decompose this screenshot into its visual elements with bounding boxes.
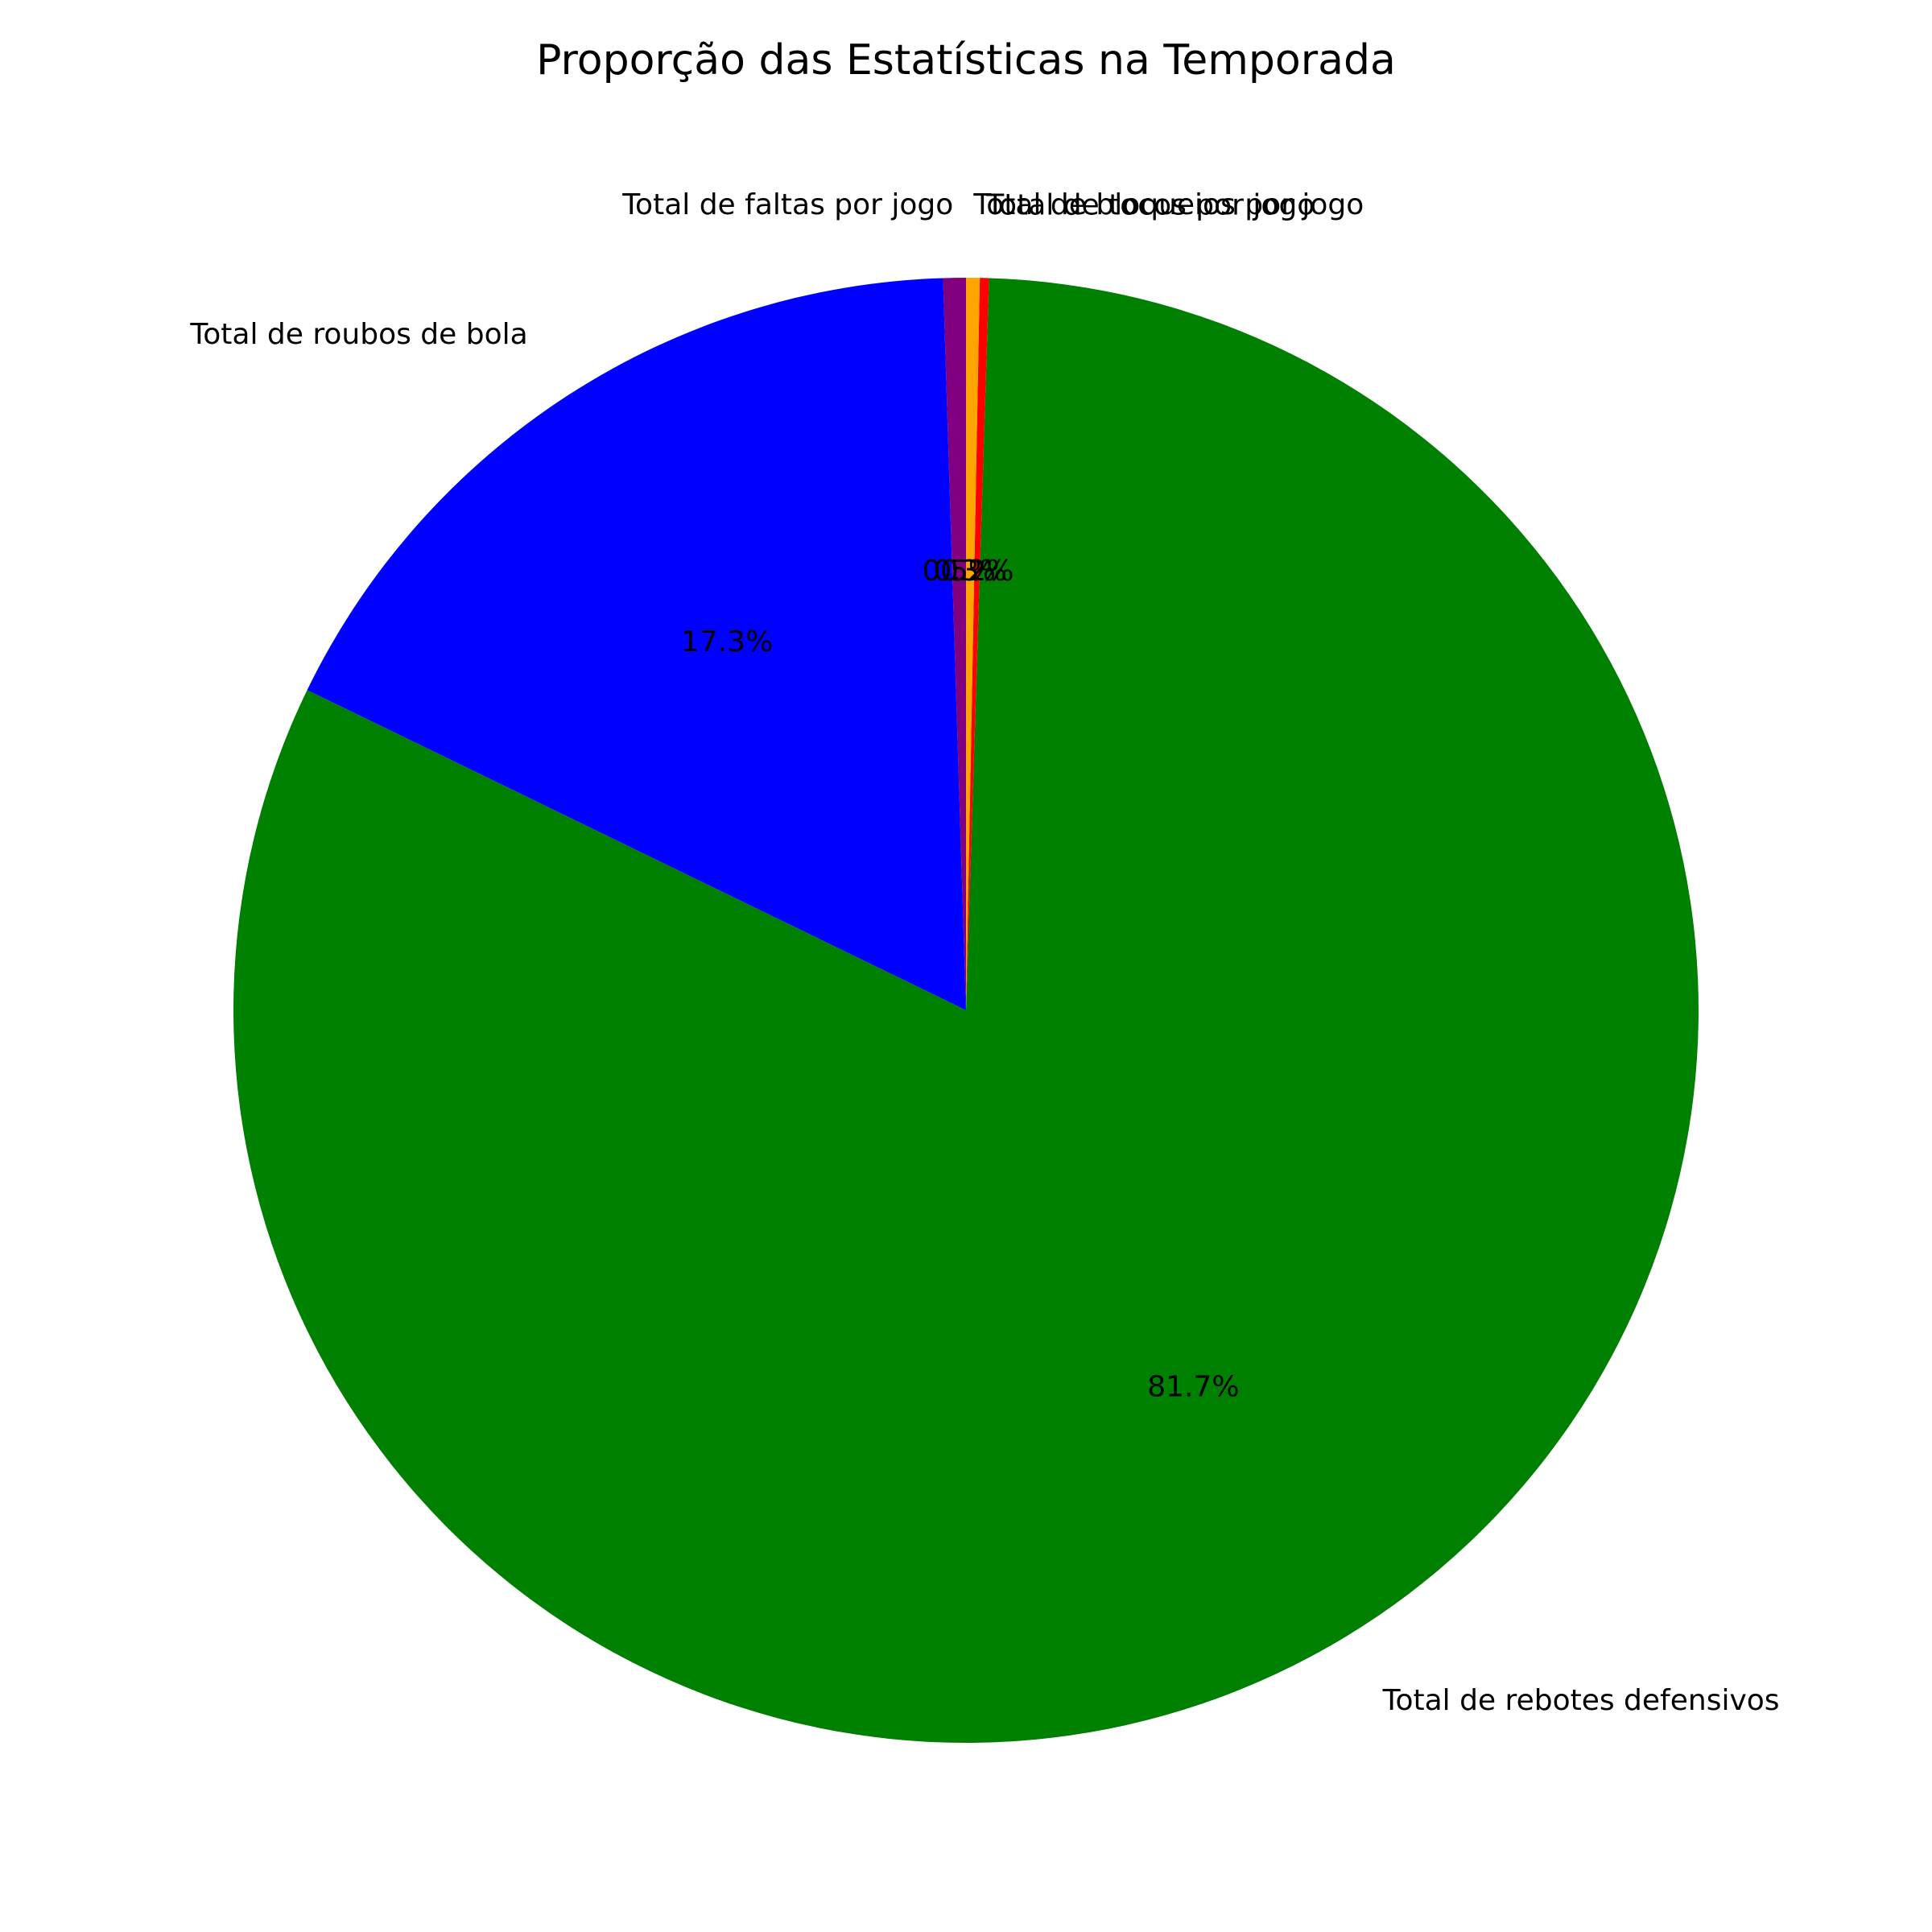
percent-label-total-de-faltas-por-jogo: 0.5% xyxy=(923,555,996,588)
percent-labels: 0.5% 17.3% 81.7% 0.2%0.3% xyxy=(681,555,1240,1403)
slice-label-total-de-tocos-por-jogo: Total de tocos por jogo xyxy=(985,188,1315,221)
pie-slices xyxy=(233,278,1699,1744)
percent-label-total-de-rebotes-defensivos: 81.7% xyxy=(1147,1370,1239,1403)
slice-label-total-de-faltas-por-jogo: Total de faltas por jogo xyxy=(621,188,953,221)
pie-slice-total-de-tocos-por-jogo xyxy=(966,278,989,1010)
slice-label-total-de-rebotes-defensivos: Total de rebotes defensivos xyxy=(1382,1684,1780,1717)
pie-slice-total-de-bloqueios-por-jogo xyxy=(966,278,980,1010)
percent-label-total-de-roubos-de-bola: 17.3% xyxy=(681,625,773,658)
slice-label-total-de-bloqueios-por-jogo: Total de bloqueios por jogo xyxy=(972,188,1364,221)
slice-label-total-de-roubos-de-bola: Total de roubos de bola xyxy=(189,318,527,351)
pie-slice-total-de-faltas-por-jogo xyxy=(943,278,966,1010)
percent-label-total-de-tocos-por-jogo: 0.2% xyxy=(940,555,1013,588)
percent-label-total-de-bloqueios-por-jogo: 0.3% xyxy=(933,555,1006,588)
pie-slice-total-de-rebotes-defensivos xyxy=(233,278,1699,1744)
slice-labels: Total de faltas por jogo Total de roubos … xyxy=(189,188,1779,1717)
chart-title: Proporção das Estatísticas na Temporada xyxy=(536,36,1396,85)
pie-slice-total-de-roubos-de-bola xyxy=(307,278,966,1010)
